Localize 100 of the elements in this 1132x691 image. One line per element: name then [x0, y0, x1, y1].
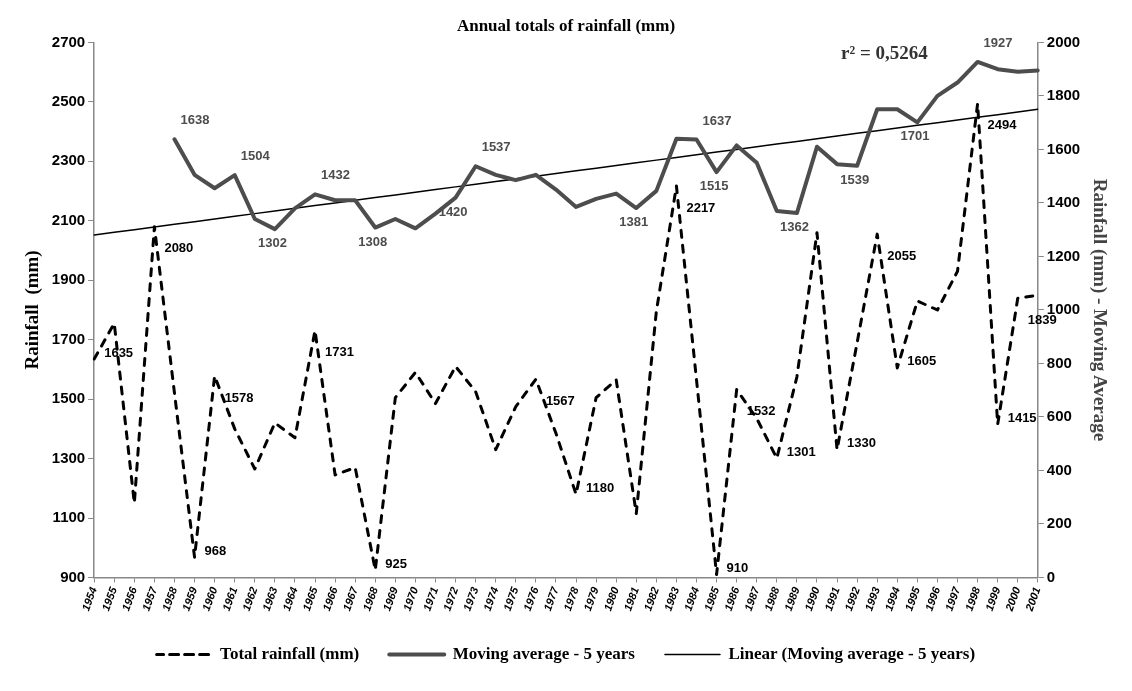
x-tick-label: 1955: [99, 584, 120, 613]
x-tick-label: 1959: [179, 584, 200, 613]
chart-title: Annual totals of rainfall (mm): [456, 15, 676, 35]
y-tick-label: 1900: [51, 270, 86, 288]
x-tick-label: 1968: [360, 584, 381, 613]
data-label: 1539: [840, 171, 870, 187]
x-tick-label: 1996: [922, 584, 943, 613]
x-tick-label: 1991: [822, 585, 842, 613]
data-label: 1515: [699, 178, 729, 194]
y-tick-label: 900: [60, 567, 86, 585]
y-tick-label: 1100: [52, 508, 86, 526]
y2-tick-label: 800: [1046, 353, 1072, 371]
x-tick-label: 1988: [761, 584, 782, 613]
x-tick-label: 1972: [440, 585, 461, 613]
x-tick-label: 1977: [541, 584, 561, 613]
x-tick-label: 1969: [380, 584, 401, 613]
x-tick-label: 2000: [1002, 584, 1023, 614]
x-tick-label: 1985: [701, 584, 722, 613]
y-axis-title: Rainfall (mm): [21, 250, 44, 370]
data-label: 968: [204, 542, 227, 558]
x-tick-label: 1986: [721, 584, 742, 613]
y-tick-label: 1500: [51, 389, 86, 407]
y-tick-label: 2500: [51, 92, 86, 109]
x-tick-label: 1993: [862, 585, 882, 613]
data-label: 2494: [987, 117, 1018, 133]
x-tick-label: 1982: [641, 585, 662, 613]
x-tick-label: 1965: [300, 584, 321, 613]
x-tick-label: 1999: [982, 584, 1003, 613]
x-tick-label: 1966: [320, 584, 341, 613]
x-tick-label: 1998: [962, 584, 983, 613]
data-label: 1308: [358, 233, 388, 249]
data-label: 1578: [224, 389, 254, 405]
data-label: 1701: [900, 128, 930, 144]
y2-tick-label: 2000: [1046, 32, 1081, 50]
data-label: 1415: [1007, 409, 1037, 425]
y-tick-label: 2700: [51, 32, 86, 50]
data-label: 2080: [164, 240, 194, 256]
x-tick-label: 1980: [601, 584, 622, 613]
data-label: 1362: [779, 219, 809, 235]
x-tick-label: 1956: [119, 584, 140, 613]
x-tick-label: 1984: [681, 585, 702, 613]
data-label: 1567: [545, 392, 575, 408]
x-tick-label: 1983: [661, 585, 682, 613]
legend-label: Moving average - 5 years: [452, 643, 636, 663]
x-tick-label: 1978: [561, 584, 582, 613]
y2-tick-label: 1200: [1046, 246, 1081, 264]
y-tick-label: 2100: [51, 210, 86, 228]
x-tick-label: 1957: [139, 584, 160, 613]
data-label: 2055: [887, 247, 917, 263]
x-tick-label: 1971: [420, 585, 441, 613]
data-label: 1180: [586, 479, 615, 495]
y2-tick-label: 1400: [1046, 193, 1081, 211]
data-label: 1432: [321, 167, 350, 183]
data-label: 1927: [983, 35, 1013, 51]
data-label: 1330: [847, 435, 876, 451]
data-label: 925: [385, 555, 407, 571]
x-tick-label: 1989: [781, 584, 802, 613]
x-tick-label: 1997: [942, 584, 963, 613]
data-label: 1605: [907, 353, 937, 369]
data-label: 910: [726, 560, 749, 576]
x-tick-label: 1973: [460, 585, 481, 613]
x-tick-label: 1958: [159, 584, 180, 613]
x-tick-label: 1979: [581, 584, 602, 613]
data-label: 1381: [619, 214, 649, 230]
annotation: r² = 0,5264: [841, 41, 929, 63]
x-tick-label: 1994: [882, 585, 903, 613]
y-tick-label: 2300: [51, 151, 86, 169]
y2-tick-label: 1800: [1046, 86, 1081, 104]
legend-label: Total rainfall (mm): [220, 643, 360, 663]
x-tick-label: 1970: [400, 584, 421, 613]
data-label: 1301: [786, 443, 816, 459]
x-tick-label: 1954: [79, 585, 99, 613]
data-label: 1638: [180, 112, 210, 128]
x-tick-label: 1974: [480, 585, 501, 613]
data-label: 1537: [481, 139, 511, 155]
data-label: 1731: [325, 344, 354, 360]
x-tick-label: 1960: [199, 584, 220, 613]
y2-tick-label: 400: [1046, 460, 1072, 478]
data-label: 1504: [240, 148, 271, 164]
x-tick-label: 1995: [902, 584, 923, 613]
y2-tick-label: 0: [1046, 567, 1056, 585]
x-tick-label: 1981: [621, 585, 641, 613]
y2-axis-title: Rainfall (mm) - Moving Average: [1088, 178, 1111, 442]
x-tick-label: 1975: [500, 584, 521, 613]
data-label: 2217: [686, 199, 716, 215]
x-tick-label: 1990: [802, 584, 822, 613]
data-label: 1635: [104, 344, 134, 360]
x-tick-label: 1992: [842, 585, 862, 613]
data-label: 1637: [702, 112, 732, 128]
x-tick-label: 1961: [219, 585, 240, 613]
legend-label: Linear (Moving average - 5 years): [728, 643, 976, 663]
y-tick-label: 1700: [51, 329, 86, 347]
x-tick-label: 1964: [280, 585, 300, 613]
x-tick-label: 2001: [1022, 585, 1043, 614]
data-label: 1302: [257, 235, 287, 251]
x-tick-label: 1963: [259, 585, 280, 613]
x-tick-label: 1976: [520, 584, 541, 613]
x-tick-label: 1967: [340, 584, 361, 613]
y2-tick-label: 1600: [1046, 139, 1081, 157]
x-tick-label: 1962: [239, 585, 260, 613]
